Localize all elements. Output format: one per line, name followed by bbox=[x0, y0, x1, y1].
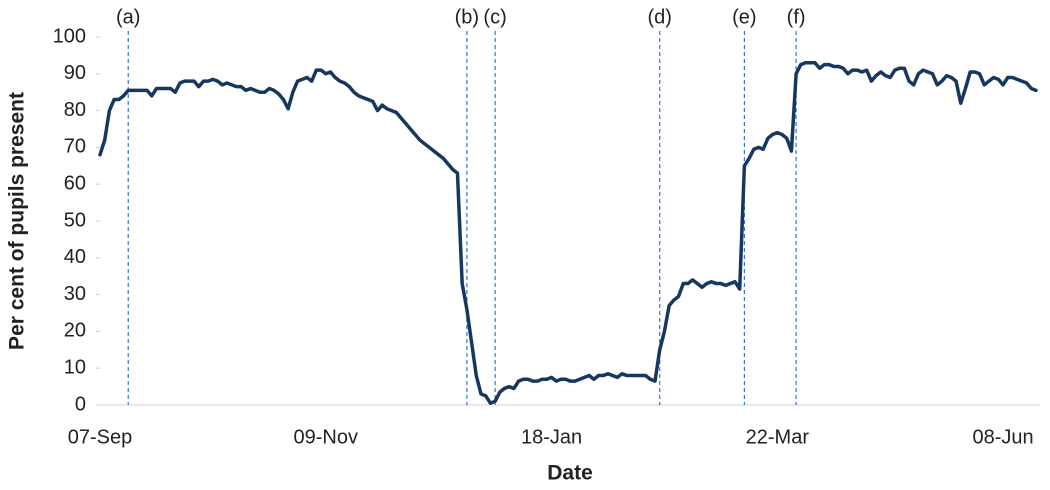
y-tick-label: 0 bbox=[75, 393, 86, 415]
x-tick-label: 09-Nov bbox=[294, 426, 358, 448]
event-label: (c) bbox=[483, 6, 506, 28]
y-tick-label: 30 bbox=[64, 283, 86, 305]
x-tick-label: 08-Jun bbox=[972, 426, 1033, 448]
y-tick-label: 100 bbox=[53, 25, 86, 47]
y-axis-title: Per cent of pupils present bbox=[6, 92, 29, 350]
x-axis-title: Date bbox=[547, 462, 593, 485]
y-tick-label: 20 bbox=[64, 320, 86, 342]
data-line bbox=[98, 61, 1038, 405]
x-tick-label: 18-Jan bbox=[521, 426, 582, 448]
x-tick-label: 07-Sep bbox=[68, 426, 133, 448]
y-tick-label: 70 bbox=[64, 136, 86, 158]
x-tick-label: 22-Mar bbox=[746, 426, 810, 448]
y-tick-label: 90 bbox=[64, 62, 86, 84]
y-tick-label: 80 bbox=[64, 99, 86, 121]
event-label: (d) bbox=[647, 6, 671, 28]
event-label: (e) bbox=[732, 6, 756, 28]
y-tick-label: 40 bbox=[64, 246, 86, 268]
y-tick-label: 10 bbox=[64, 356, 86, 378]
y-tick-label: 50 bbox=[64, 209, 86, 231]
event-label: (b) bbox=[455, 6, 479, 28]
event-label: (a) bbox=[116, 6, 140, 28]
event-label: (f) bbox=[787, 6, 806, 28]
y-tick-label: 60 bbox=[64, 172, 86, 194]
